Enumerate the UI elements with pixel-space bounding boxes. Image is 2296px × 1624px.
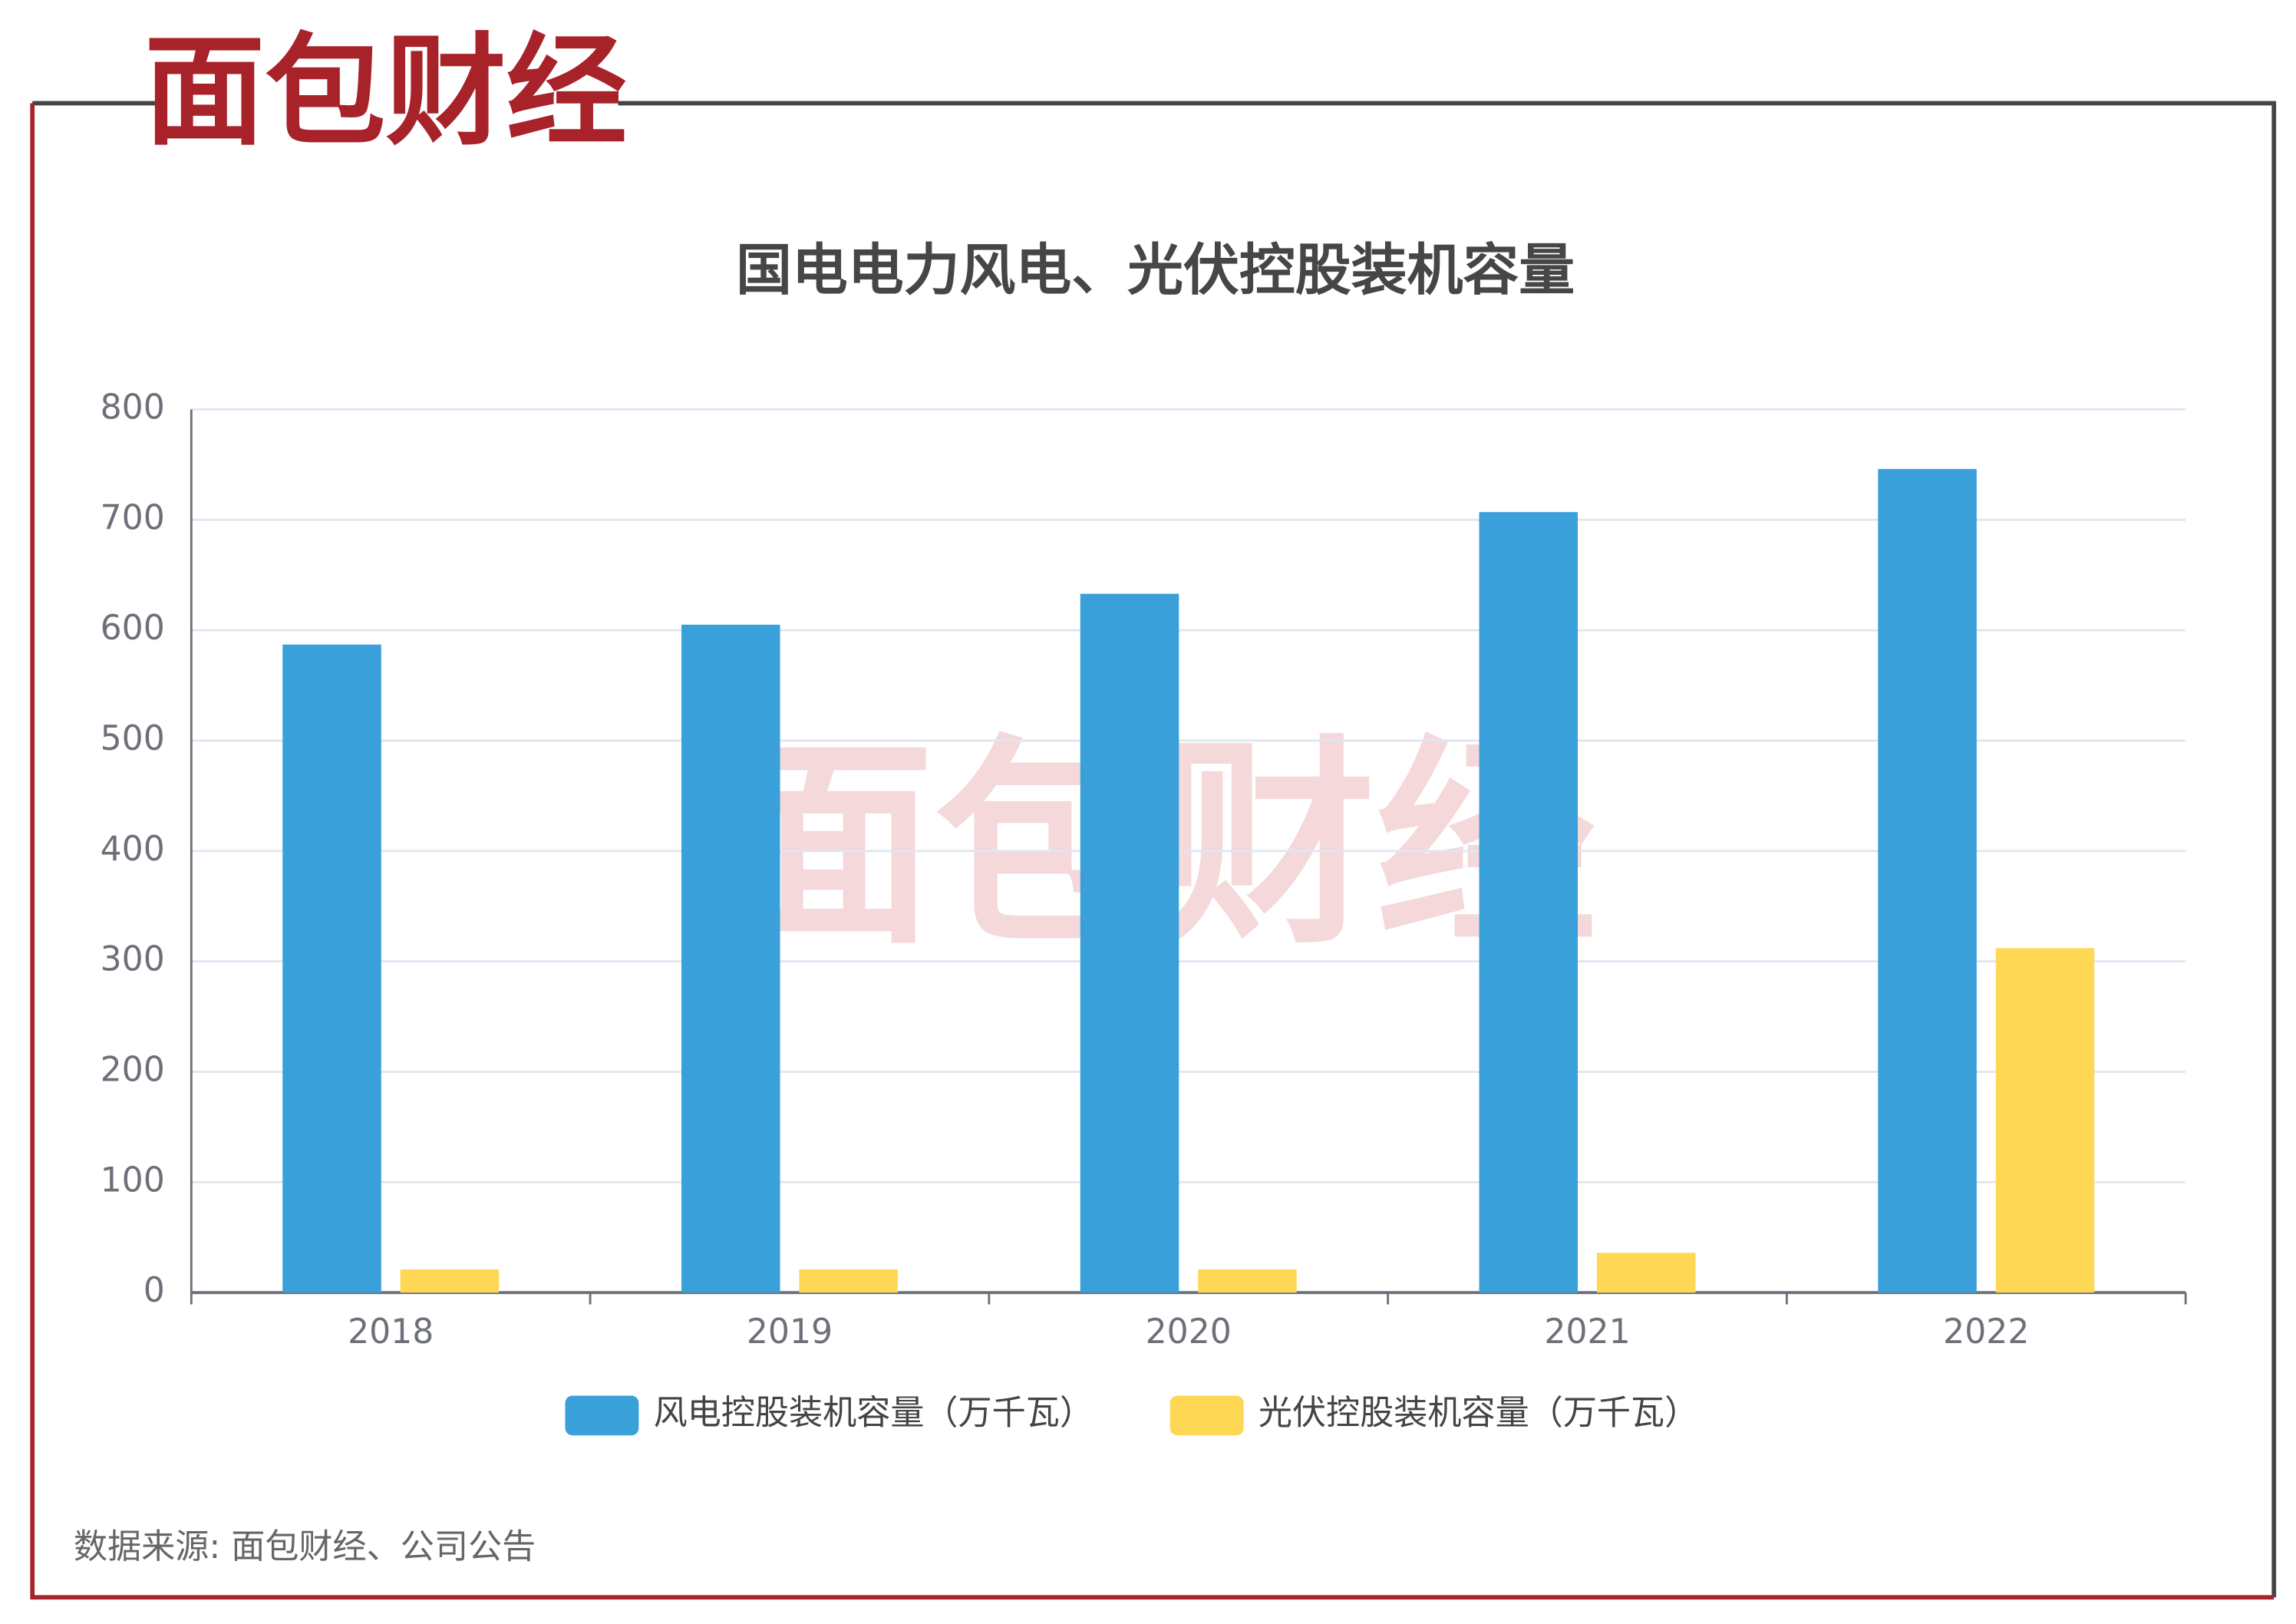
bar [681, 624, 780, 1293]
frame-top [32, 101, 2277, 1598]
bar [1995, 948, 2095, 1293]
x-tick-label: 2019 [747, 1312, 833, 1352]
frame-bottom [30, 103, 2275, 1600]
bar [799, 1269, 898, 1293]
logo: 面包财经 [144, 22, 627, 163]
legend-swatch [1169, 1395, 1244, 1436]
y-tick-label: 300 [101, 940, 165, 979]
y-tick-label: 600 [101, 609, 165, 648]
x-tick-label: 2018 [348, 1312, 434, 1352]
source-note: 数据来源: 面包财经、公司公告 [74, 1527, 536, 1566]
x-tick-label: 2021 [1544, 1312, 1630, 1352]
x-tick-label: 2020 [1146, 1312, 1232, 1352]
y-tick-label: 200 [101, 1051, 165, 1090]
bar [1198, 1269, 1297, 1293]
plot: 0 100 200 300 400 500 600 700 800 2018 2019 2020 202… [101, 388, 2187, 1436]
bar [400, 1269, 500, 1293]
legend-label: 风电控股装机容量（万千瓦） [654, 1393, 1094, 1432]
legend-swatch [565, 1395, 639, 1436]
bar [1878, 469, 1977, 1293]
y-tick-label: 800 [101, 388, 165, 427]
y-tick-label: 500 [101, 719, 165, 758]
y-tick-label: 700 [101, 498, 165, 537]
x-tick-label: 2022 [1943, 1312, 2029, 1352]
y-tick-label: 0 [144, 1271, 165, 1310]
bar [1479, 512, 1578, 1293]
bar [282, 644, 381, 1293]
legend-label: 光伏控股装机容量（万千瓦） [1259, 1393, 1698, 1432]
y-tick-label: 400 [101, 830, 165, 869]
bar [1080, 593, 1179, 1293]
y-tick-label: 100 [101, 1160, 165, 1200]
chart-title: 国电电力风电、光伏控股装机容量 [736, 238, 1575, 303]
bar [1596, 1253, 1696, 1293]
